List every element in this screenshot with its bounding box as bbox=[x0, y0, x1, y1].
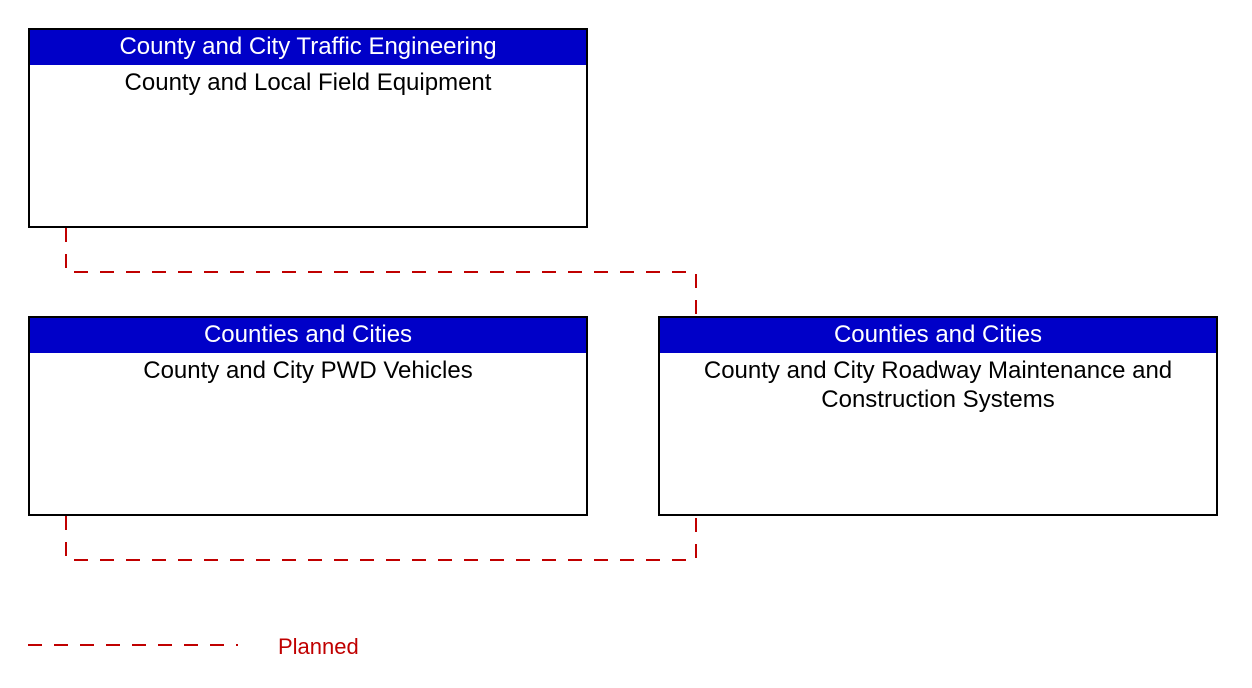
legend-label: Planned bbox=[278, 634, 359, 660]
node-pwd-vehicles: Counties and Cities County and City PWD … bbox=[28, 316, 588, 516]
node-roadway-maintenance: Counties and Cities County and City Road… bbox=[658, 316, 1218, 516]
node-roadway-maintenance-header: Counties and Cities bbox=[660, 318, 1216, 353]
node-pwd-vehicles-header: Counties and Cities bbox=[30, 318, 586, 353]
node-field-equipment: County and City Traffic Engineering Coun… bbox=[28, 28, 588, 228]
node-pwd-vehicles-body: County and City PWD Vehicles bbox=[30, 353, 586, 386]
node-field-equipment-body: County and Local Field Equipment bbox=[30, 65, 586, 98]
node-roadway-maintenance-body: County and City Roadway Maintenance and … bbox=[660, 353, 1216, 415]
node-field-equipment-header: County and City Traffic Engineering bbox=[30, 30, 586, 65]
